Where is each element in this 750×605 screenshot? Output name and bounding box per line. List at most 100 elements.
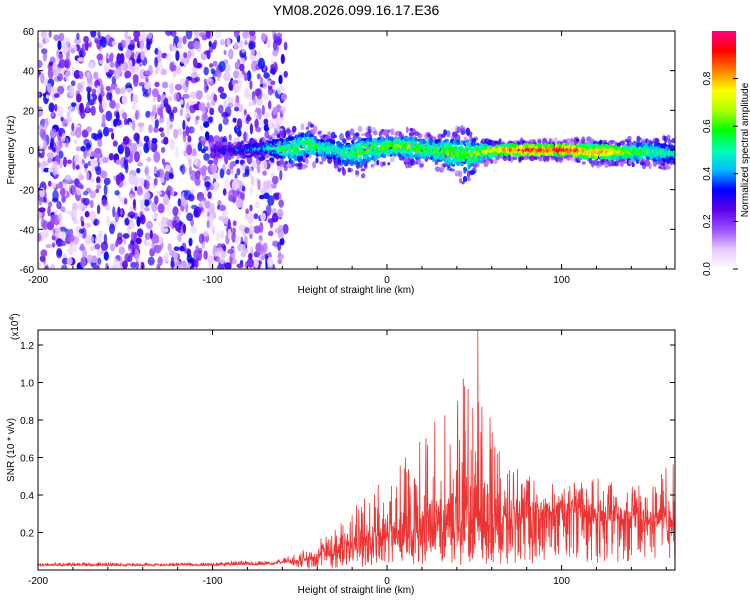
spectrogram-noise-cell (198, 102, 206, 112)
spectrogram-noise-cell (85, 40, 89, 51)
spectrogram-halo-cell (360, 173, 366, 179)
spectrogram-noise-cell (74, 177, 79, 188)
snr-x-tick-label: 100 (553, 576, 570, 587)
spectrogram-noise-cell (96, 53, 104, 61)
spectrogram-noise-cell (203, 120, 210, 128)
spectrogram-halo-cell (576, 138, 580, 142)
spectrogram-noise-cell (89, 190, 97, 199)
spectrogram-noise-cell (186, 212, 194, 222)
spectrogram-noise-cell (182, 119, 186, 131)
spectrogram-noise-cell (101, 122, 106, 128)
spectrogram-noise-cell (267, 256, 274, 268)
spectrogram-noise-cell (144, 70, 152, 76)
spectrogram-noise-cell (43, 197, 48, 203)
spectrogram-noise-cell (206, 220, 210, 229)
spectrogram-ridge-cell (331, 139, 336, 145)
spectrogram-noise-cell (145, 76, 149, 83)
spectrogram-noise-cell (172, 45, 177, 53)
spectrogram-noise-cell (256, 73, 261, 80)
snr-panel: -200 -100 0 100 0.2 0.4 0.6 0.8 1.0 1.2 Height o… (6, 313, 676, 596)
spectrogram-noise-cell (218, 104, 224, 114)
spectrogram-noise-cell (235, 61, 240, 69)
spectrogram-halo-cell (297, 162, 303, 167)
spectrogram-noise-cell (136, 216, 141, 227)
spectrogram-noise-cell (169, 250, 175, 256)
spectrogram-halo-cell (265, 153, 270, 158)
spectrogram-noise-cell (79, 243, 85, 251)
spectrogram-noise-cell (191, 50, 195, 57)
spectrogram-halo-cell (356, 136, 362, 140)
spectrogram-noise-cell (202, 146, 209, 152)
spectrogram-noise-cell (78, 174, 85, 181)
spectrogram-noise-cell (263, 72, 270, 79)
spectrogram-noise-cell (276, 32, 283, 39)
spectrogram-ridge-cell (564, 153, 568, 156)
spectrogram-noise-cell (155, 190, 162, 196)
spectrogram-noise-cell (112, 206, 116, 218)
spectrogram-noise-cell (103, 184, 108, 196)
spectrogram-noise-cell (97, 129, 103, 141)
spectrogram-ridge-cell (638, 155, 643, 160)
spectrogram-noise-cell (185, 31, 193, 40)
spectrogram-noise-cell (111, 75, 117, 85)
spectrogram-noise-cell (47, 114, 52, 124)
spectrogram-noise-cell (153, 177, 158, 186)
spectrogram-noise-cell (169, 64, 177, 72)
spectrogram-noise-cell (45, 37, 50, 44)
spectrogram-halo-cell (355, 169, 360, 175)
spectrogram-noise-cell (187, 50, 192, 59)
spectrogram-noise-cell (38, 198, 43, 206)
spectrogram-ridge-cell (660, 143, 664, 149)
spectrogram-noise-cell (148, 140, 153, 150)
spectrogram-noise-cell (206, 102, 211, 110)
spectrogram-noise-cell (145, 110, 151, 118)
spectrogram-ridge-cell (367, 157, 373, 161)
spectrogram-noise-cell (38, 70, 42, 76)
spectrogram-noise-cell (60, 230, 67, 241)
spectrogram-noise-cell (124, 70, 132, 79)
spectrogram-noise-cell (230, 169, 234, 175)
spectrogram-halo-cell (631, 162, 635, 168)
spectrogram-noise-cell (106, 92, 112, 101)
spectrogram-noise-cell (179, 99, 184, 105)
spectrogram-noise-cell (45, 94, 50, 99)
spectrogram-noise-cell (75, 127, 82, 139)
spectrogram-noise-cell (151, 88, 159, 98)
spectrogram-noise-cell (133, 37, 140, 43)
spectrogram-noise-cell (96, 85, 100, 95)
spectrogram-x-tick-label: 0 (384, 275, 390, 286)
spectrogram-noise-cell (215, 231, 221, 242)
spectrogram-noise-cell (94, 235, 103, 244)
spectrogram-halo-cell (301, 164, 307, 170)
spectrogram-noise-cell (51, 235, 56, 241)
spectrogram-noise-cell (72, 244, 77, 253)
snr-y-tick-label: 0.8 (20, 416, 34, 427)
spectrogram-y-tick-label: 0 (28, 146, 34, 157)
spectrogram-noise-cell (249, 167, 253, 179)
spectrogram-y-axis-label: Frequency (Hz) (6, 116, 17, 185)
spectrogram-noise-cell (236, 198, 244, 209)
spectrogram-noise-cell (239, 159, 245, 165)
spectrogram-noise-cell (177, 233, 182, 242)
spectrogram-noise-cell (169, 82, 174, 95)
spectrogram-noise-cell (128, 121, 133, 129)
spectrogram-noise-cell (278, 199, 284, 208)
spectrogram-noise-cell (154, 234, 159, 244)
spectrogram-noise-cell (274, 123, 279, 129)
spectrogram-noise-cell (239, 63, 245, 72)
spectrogram-noise-cell (135, 110, 139, 120)
spectrogram-noise-cell (218, 204, 227, 212)
spectrogram-noise-cell (89, 199, 94, 209)
spectrogram-noise-cell (96, 204, 101, 215)
spectrogram-noise-cell (227, 248, 234, 255)
spectrogram-noise-cell (163, 136, 169, 145)
spectrogram-noise-cell (203, 66, 209, 76)
spectrogram-y-tick-label: 20 (23, 106, 35, 117)
spectrogram-noise-cell (58, 150, 64, 159)
spectrogram-noise-cell (115, 174, 121, 186)
spectrogram-noise-cell (173, 35, 179, 44)
spectrogram-noise-cell (249, 185, 253, 196)
spectrogram-noise-cell (214, 70, 222, 78)
spectrogram-noise-cell (144, 232, 150, 240)
spectrogram-noise-cell (42, 51, 48, 62)
